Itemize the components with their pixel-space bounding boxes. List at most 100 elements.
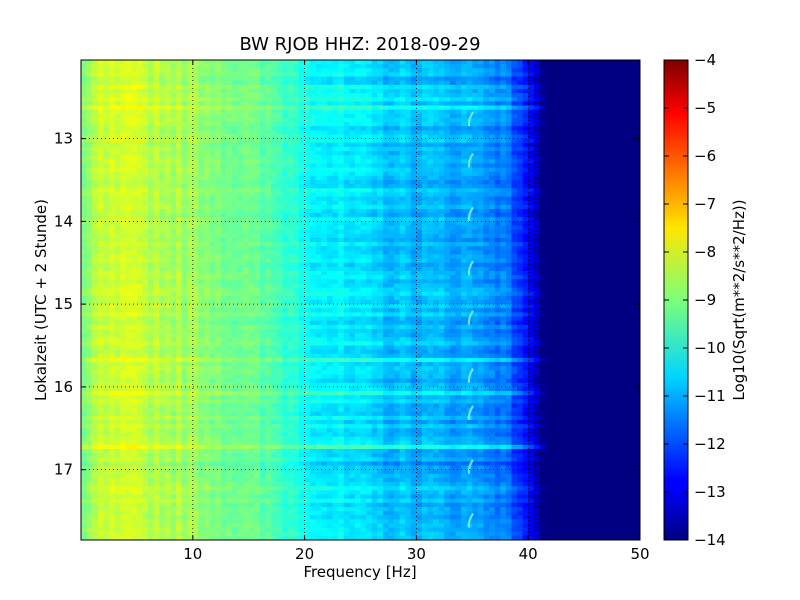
heatmap-cell xyxy=(449,221,457,227)
heatmap-cell xyxy=(86,208,93,214)
heatmap-cell xyxy=(444,68,451,74)
heatmap-cell xyxy=(114,171,121,177)
heatmap-cell xyxy=(477,171,485,177)
heatmap-cell xyxy=(271,105,278,111)
heatmap-cell xyxy=(394,233,401,239)
heatmap-cell xyxy=(600,138,608,144)
heatmap-cell xyxy=(203,208,211,214)
heatmap-cell xyxy=(209,122,216,127)
heatmap-cell xyxy=(421,184,429,189)
heatmap-cell xyxy=(259,68,267,74)
heatmap-cell xyxy=(483,217,490,222)
heatmap-cell xyxy=(595,262,602,268)
heatmap-cell xyxy=(483,167,490,173)
heatmap-cell xyxy=(399,208,406,214)
heatmap-cell xyxy=(103,171,110,177)
heatmap-cell xyxy=(544,113,552,119)
heatmap-cell xyxy=(265,159,272,165)
heatmap-cell xyxy=(433,258,440,264)
heatmap-cell xyxy=(108,101,116,107)
heatmap-cell xyxy=(92,151,99,156)
heatmap-cell xyxy=(438,88,445,94)
heatmap-cell xyxy=(438,72,445,78)
heatmap-cell xyxy=(394,151,401,156)
heatmap-cell xyxy=(550,122,557,127)
heatmap-cell xyxy=(377,101,384,107)
heatmap-cell xyxy=(103,237,110,243)
heatmap-cell xyxy=(203,105,211,111)
heatmap-cell xyxy=(623,167,630,173)
heatmap-cell xyxy=(271,97,278,102)
heatmap-cell xyxy=(81,258,88,264)
heatmap-cell xyxy=(354,146,362,152)
heatmap-cell xyxy=(539,88,546,94)
heatmap-cell xyxy=(231,188,239,194)
heatmap-cell xyxy=(226,242,233,247)
heatmap-cell xyxy=(332,134,339,140)
heatmap-cell xyxy=(97,246,104,251)
heatmap-cell xyxy=(528,171,535,177)
heatmap-cell xyxy=(310,64,317,69)
heatmap-cell xyxy=(405,109,412,115)
heatmap-cell xyxy=(92,159,99,165)
heatmap-cell xyxy=(220,142,227,148)
heatmap-cell xyxy=(449,151,457,156)
heatmap-cell xyxy=(449,76,457,82)
heatmap-cell xyxy=(612,80,619,86)
heatmap-cell xyxy=(97,180,104,185)
heatmap-cell xyxy=(142,138,149,144)
heatmap-cell xyxy=(92,250,99,256)
heatmap-cell xyxy=(539,80,546,86)
heatmap-cell xyxy=(539,76,546,82)
heatmap-cell xyxy=(159,208,166,214)
heatmap-cell xyxy=(142,146,149,152)
heatmap-cell xyxy=(114,233,121,239)
heatmap-cell xyxy=(108,130,116,136)
heatmap-cell xyxy=(321,109,328,115)
heatmap-cell xyxy=(455,105,462,111)
heatmap-cell xyxy=(606,242,613,247)
heatmap-cell xyxy=(125,72,132,78)
heatmap-cell xyxy=(259,237,267,243)
heatmap-cell xyxy=(556,242,563,247)
heatmap-cell xyxy=(572,171,580,177)
heatmap-cell xyxy=(81,80,88,86)
heatmap-cell xyxy=(489,221,496,227)
heatmap-cell xyxy=(170,146,177,152)
heatmap-cell xyxy=(477,72,485,78)
heatmap-cell xyxy=(81,184,88,189)
heatmap-cell xyxy=(472,204,479,210)
heatmap-cell xyxy=(377,84,384,90)
heatmap-cell xyxy=(192,130,199,136)
heatmap-cell xyxy=(517,196,524,202)
heatmap-cell xyxy=(533,250,540,256)
heatmap-cell xyxy=(561,138,568,144)
heatmap-cell xyxy=(215,142,222,148)
heatmap-cell xyxy=(354,93,362,98)
heatmap-cell xyxy=(293,250,300,256)
heatmap-cell xyxy=(561,60,568,65)
heatmap-cell xyxy=(136,229,144,235)
heatmap-cell xyxy=(125,142,132,148)
heatmap-cell xyxy=(108,221,116,227)
heatmap-cell xyxy=(438,221,445,227)
heatmap-cell xyxy=(176,117,183,123)
heatmap-cell xyxy=(187,213,194,218)
heatmap-cell xyxy=(203,101,211,107)
heatmap-cell xyxy=(489,229,496,235)
heatmap-cell xyxy=(561,117,568,123)
heatmap-cell xyxy=(388,159,395,165)
heatmap-cell xyxy=(338,130,345,136)
heatmap-cell xyxy=(215,159,222,165)
heatmap-cell xyxy=(556,171,563,177)
heatmap-cell xyxy=(265,101,272,107)
heatmap-cell xyxy=(86,80,93,86)
heatmap-cell xyxy=(567,151,574,156)
heatmap-cell xyxy=(589,159,596,165)
heatmap-cell xyxy=(176,258,183,264)
heatmap-cell xyxy=(500,151,507,156)
heatmap-cell xyxy=(248,167,255,173)
heatmap-cell xyxy=(612,88,619,94)
heatmap-cell xyxy=(148,180,155,185)
heatmap-cell xyxy=(315,213,322,218)
